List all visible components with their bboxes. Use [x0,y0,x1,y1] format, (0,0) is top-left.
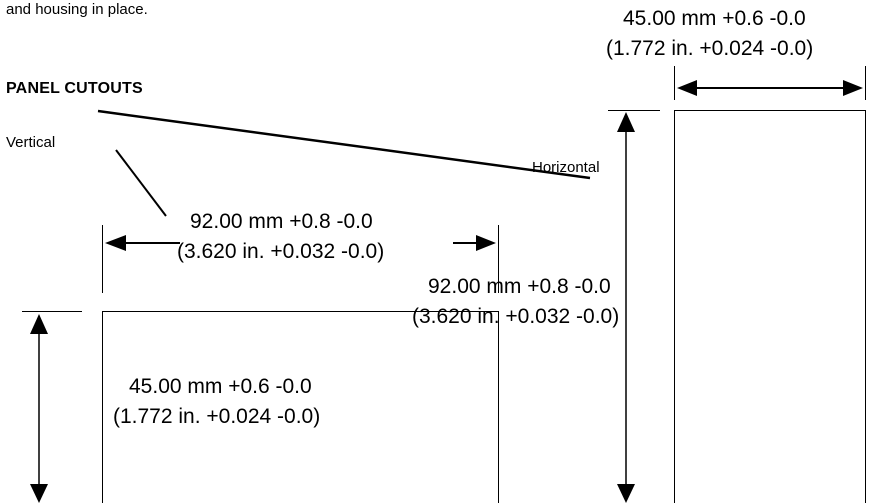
intro-text: and housing in place. [6,1,148,18]
vertical-height-metric: 45.00 mm +0.6 -0.0 [129,375,312,398]
horizontal-leader-line [97,109,591,180]
vertical-leader-line [115,149,167,217]
arrowhead-down [30,484,48,503]
arrowhead-up [617,112,635,132]
arrowhead-left [677,80,697,96]
arrowhead-right [843,80,863,96]
horizontal-height-metric: 92.00 mm +0.8 -0.0 [428,275,611,298]
horizontal-width-metric: 45.00 mm +0.6 -0.0 [623,7,806,30]
vertical-height-imperial: (1.772 in. +0.024 -0.0) [113,405,321,428]
arrowhead-right [476,235,496,251]
horizontal-width-imperial: (1.772 in. +0.024 -0.0) [606,37,814,60]
vertical-width-imperial: (3.620 in. +0.032 -0.0) [177,240,385,263]
vertical-label: Vertical [6,134,56,151]
arrowhead-up [30,314,48,334]
vertical-width-metric: 92.00 mm +0.8 -0.0 [190,210,373,233]
horizontal-cutout-outline [674,110,866,503]
vertical-cutout-outline [102,311,499,503]
arrowhead-down [617,484,635,503]
panel-cutouts-heading: PANEL CUTOUTS [6,80,143,97]
arrowhead-left [105,235,126,251]
